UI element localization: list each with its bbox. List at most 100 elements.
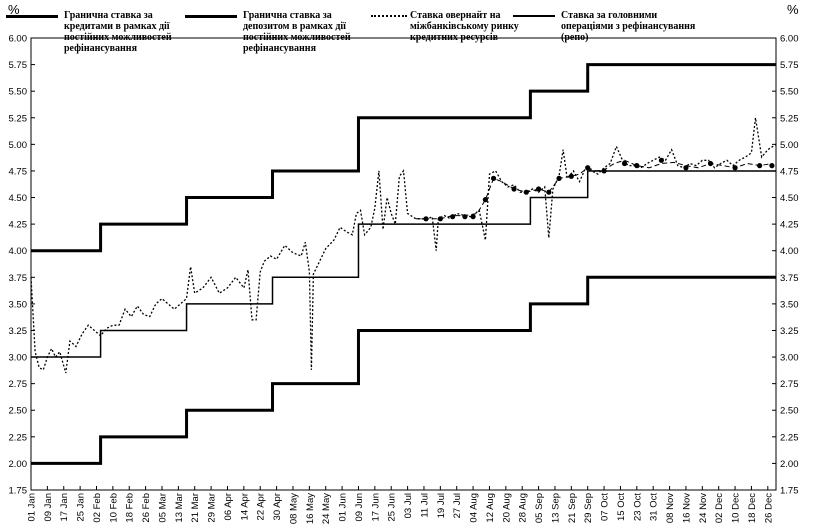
x-tick-label: 27 Jul: [452, 493, 463, 518]
y-tick-label-right: 1.75: [780, 486, 799, 497]
y-tick-label-left: 5.50: [9, 87, 28, 98]
x-tick-label: 15 Oct: [616, 493, 627, 521]
y-tick-label-left: 1.75: [9, 486, 28, 497]
y-tick-label-left: 4.00: [9, 246, 28, 257]
x-tick-label: 18 Dec: [747, 493, 758, 523]
series-marker-point: [535, 186, 542, 192]
x-tick-label: 06 Apr: [223, 493, 234, 520]
series-marker-point: [683, 165, 689, 171]
series-marker-point: [769, 163, 775, 169]
x-tick-label: 18 Feb: [125, 493, 136, 523]
x-tick-label: 25 Jan: [76, 493, 87, 522]
x-tick-label: 20 Aug: [501, 493, 512, 523]
x-tick-label: 13 Sep: [550, 493, 561, 523]
x-tick-label: 14 Apr: [239, 493, 250, 520]
series-marker-point: [462, 214, 468, 220]
x-tick-label: 30 Apr: [272, 493, 283, 520]
x-tick-label: 01 Jun: [338, 493, 349, 522]
y-tick-label-left: 2.50: [9, 406, 28, 417]
x-tick-label: 11 Jul: [419, 493, 430, 518]
x-tick-label: 16 May: [305, 493, 316, 524]
x-tick-label: 25 Jun: [387, 493, 398, 522]
y-tick-label-left: 5.75: [9, 60, 28, 71]
x-tick-label: 19 Jul: [436, 493, 447, 518]
legend-swatch-thick-line: [6, 15, 58, 18]
series-marker-point: [658, 157, 664, 163]
y-axis-unit-left: %: [8, 2, 20, 17]
series-marker-point: [585, 165, 591, 171]
x-tick-label: 10 Feb: [108, 493, 119, 523]
series-marker-point: [621, 160, 628, 167]
y-tick-label-left: 2.25: [9, 432, 28, 443]
y-tick-label-left: 5.00: [9, 140, 28, 151]
y-tick-label-left: 4.50: [9, 193, 28, 204]
series-average-rate-line: [415, 159, 772, 220]
y-tick-label-right: 3.75: [780, 273, 799, 284]
series-marker-point: [634, 163, 640, 169]
x-tick-label: 21 Sep: [567, 493, 578, 523]
y-tick-label-left: 3.00: [9, 353, 28, 364]
x-tick-label: 05 Mar: [157, 493, 168, 523]
x-tick-label: 07 Oct: [600, 493, 611, 521]
series-marker-point: [490, 175, 497, 181]
series-overnight-rate-line: [30, 117, 777, 374]
x-tick-label: 16 Nov: [681, 493, 692, 523]
x-tick-label: 17 Jun: [370, 493, 381, 522]
x-tick-label: 28 Aug: [518, 493, 529, 523]
x-tick-label: 09 Jun: [354, 493, 365, 522]
series-marker-point: [470, 214, 476, 220]
x-tick-label: 26 Dec: [763, 493, 774, 523]
x-tick-label: 31 Oct: [649, 493, 660, 521]
y-tick-label-left: 2.00: [9, 459, 28, 470]
y-tick-label-left: 3.75: [9, 273, 28, 284]
series-lending-rate-line: [31, 63, 776, 253]
y-tick-label-right: 6.00: [780, 34, 799, 45]
y-tick-label-left: 3.25: [9, 326, 28, 337]
y-tick-label-left: 4.75: [9, 166, 28, 177]
y-tick-label-right: 5.00: [780, 140, 799, 151]
x-tick-label: 02 Dec: [714, 493, 725, 523]
x-tick-label: 26 Feb: [141, 493, 152, 523]
x-tick-label: 09 Jan: [43, 493, 54, 522]
x-tick-label: 10 Dec: [731, 493, 742, 523]
series-marker-point: [568, 173, 574, 179]
x-tick-label: 05 Sep: [534, 493, 545, 523]
x-tick-label: 04 Aug: [469, 493, 480, 523]
series-marker-point: [601, 168, 607, 174]
y-tick-label-right: 3.25: [780, 326, 799, 337]
x-tick-label: 29 Mar: [207, 493, 218, 523]
y-tick-label-right: 2.75: [780, 379, 799, 390]
series-marker-point: [732, 165, 738, 171]
series-marker-point: [437, 216, 443, 222]
series-repo-rate-line: [31, 170, 776, 358]
y-tick-label-left: 6.00: [9, 34, 28, 45]
y-tick-label-right: 5.50: [780, 87, 799, 98]
y-tick-label-left: 3.50: [9, 299, 28, 310]
plot-frame: [30, 37, 777, 491]
y-tick-label-right: 4.75: [780, 166, 799, 177]
series-marker-point: [450, 214, 456, 220]
y-tick-label-left: 4.25: [9, 220, 28, 231]
x-tick-label: 22 Apr: [256, 493, 267, 520]
x-tick-label: 01 Jan: [27, 493, 38, 522]
x-tick-label: 24 Nov: [698, 493, 709, 523]
x-tick-label: 24 May: [321, 493, 332, 524]
x-tick-label: 08 May: [288, 493, 299, 524]
y-tick-label-right: 2.50: [780, 406, 799, 417]
x-tick-label: 21 Mar: [190, 493, 201, 523]
legend-swatch-thin-line: [513, 15, 555, 17]
series-marker-point: [556, 175, 562, 181]
legend-swatch-thick-line: [185, 15, 237, 18]
series-marker-point: [546, 189, 552, 195]
x-tick-label: 12 Aug: [485, 493, 496, 523]
y-tick-label-left: 5.25: [9, 113, 28, 124]
legend-swatch-dotted-line: [371, 15, 407, 17]
series-marker-point: [707, 160, 714, 167]
y-tick-label-right: 2.00: [780, 459, 799, 470]
x-tick-label: 03 Jul: [403, 493, 414, 518]
x-tick-label: 13 Mar: [174, 493, 185, 523]
series-marker-point: [757, 163, 763, 169]
y-tick-label-left: 2.75: [9, 379, 28, 390]
y-tick-label-right: 4.00: [780, 246, 799, 257]
